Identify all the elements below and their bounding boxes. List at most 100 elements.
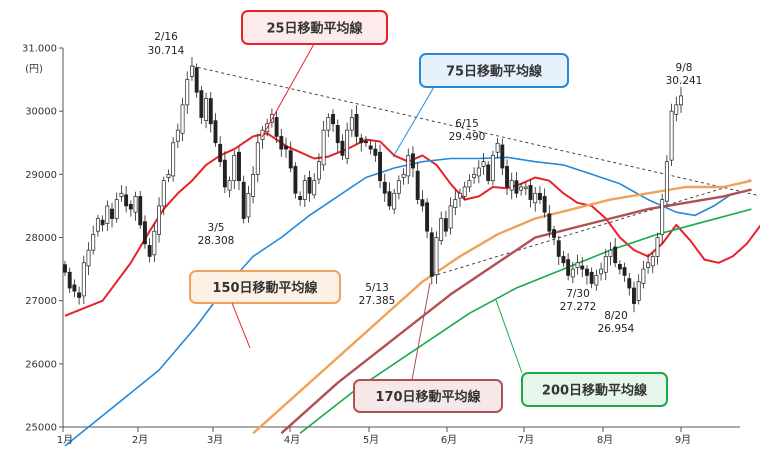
candle-body — [537, 192, 542, 200]
candle-body — [171, 142, 176, 177]
ma-label-box — [189, 270, 341, 304]
candle-body — [617, 263, 622, 270]
ma170-leader — [411, 282, 431, 381]
ma-label-text: 150日移動平均線 — [212, 280, 318, 296]
candle-body — [448, 205, 453, 229]
annotation-date: 6/15 — [455, 118, 479, 130]
candle-body — [509, 180, 514, 191]
candle-body — [589, 271, 594, 284]
candle-body — [237, 151, 241, 182]
candle-body — [100, 219, 105, 226]
candle-body — [472, 173, 477, 178]
annotation-value: 27.385 — [359, 295, 396, 307]
candle-body — [175, 129, 180, 142]
y-tick-label: 31.000 — [22, 44, 57, 55]
candle-body — [326, 117, 331, 131]
candle-body — [669, 110, 674, 161]
candle-body — [316, 161, 321, 180]
candle-body — [166, 173, 171, 178]
candle-body — [476, 167, 481, 177]
ma-label-text: 200日移動平均線 — [542, 383, 648, 399]
candle-body — [387, 191, 392, 207]
ma-label-box — [353, 379, 503, 413]
candle-body — [91, 233, 96, 251]
candle-body — [674, 104, 679, 115]
candle-body — [208, 98, 213, 125]
annotation-value: 30.714 — [148, 45, 185, 57]
candle-body — [67, 271, 72, 289]
annotation-date: 3/5 — [208, 222, 225, 234]
candle-body — [331, 113, 335, 125]
annotation-value: 30.241 — [666, 75, 703, 87]
candle-body — [312, 180, 317, 196]
candle-body — [86, 249, 91, 267]
candle-body — [505, 166, 509, 188]
candle-body — [222, 159, 227, 188]
candle-body — [519, 186, 524, 191]
ma-label-box — [419, 53, 569, 88]
candle-body — [246, 192, 251, 218]
ma25-line — [64, 132, 760, 317]
candle-body — [349, 117, 354, 131]
axis-ticks: 25000 26000 27000 28000 29000 30000 31.000 (円) 1… — [22, 44, 691, 447]
ma25-leader — [261, 43, 315, 138]
candle-body — [495, 143, 500, 153]
candle-body — [486, 164, 491, 182]
y-tick-label: 30000 — [25, 107, 57, 118]
candle-body — [227, 180, 232, 191]
candle-body — [298, 196, 303, 200]
candle-body — [655, 237, 660, 257]
candle-body — [190, 65, 194, 77]
candle-body — [77, 292, 82, 298]
candle-body — [180, 104, 185, 134]
annotation-date: 8/20 — [604, 310, 628, 322]
candle-body — [406, 155, 411, 177]
trend-lines — [191, 65, 758, 277]
candle-body — [552, 229, 556, 238]
candle-body — [453, 199, 458, 208]
candle-body — [124, 194, 129, 207]
candle-body — [599, 268, 604, 275]
x-tick-label: 2月 — [132, 434, 148, 446]
candle-body — [147, 245, 152, 257]
candle-body — [133, 196, 138, 213]
candle-body — [542, 196, 547, 213]
ma200-leader — [495, 299, 523, 374]
candle-body — [152, 230, 157, 256]
candle-body — [307, 177, 312, 194]
y-tick-label: 25000 — [25, 423, 57, 434]
candle-body — [660, 199, 665, 235]
x-tick-label: 7月 — [518, 434, 534, 446]
candle-body — [63, 264, 67, 273]
candle-body — [458, 192, 462, 199]
ma150-leader — [231, 302, 251, 349]
candle-body — [321, 129, 326, 166]
candle-body — [664, 161, 669, 202]
candle-body — [279, 136, 284, 150]
candle-body — [335, 125, 340, 144]
candle-body — [373, 148, 378, 156]
candle-body — [594, 275, 599, 286]
annotation-date: 2/16 — [154, 31, 178, 43]
candle-body — [396, 180, 401, 194]
x-tick-label: 8月 — [597, 434, 613, 446]
annotation-value: 26.954 — [598, 323, 635, 335]
candle-body — [378, 151, 383, 182]
candle-body — [95, 218, 100, 232]
ma-label-text: 170日移動平均線 — [375, 389, 481, 405]
candle-body — [646, 262, 651, 268]
candle-body — [288, 150, 293, 169]
candle-body — [575, 262, 580, 268]
x-tick-label: 1月 — [57, 434, 73, 446]
candle-body — [570, 268, 575, 278]
candle-body — [443, 218, 448, 232]
candle-body — [481, 161, 486, 167]
candle-body — [218, 143, 223, 163]
x-tick-label: 5月 — [363, 434, 379, 446]
annotation-date: 7/30 — [566, 288, 590, 300]
candle-body — [585, 268, 589, 276]
candle-body — [411, 153, 415, 169]
candle-body — [340, 140, 345, 156]
candle-body — [119, 192, 124, 197]
